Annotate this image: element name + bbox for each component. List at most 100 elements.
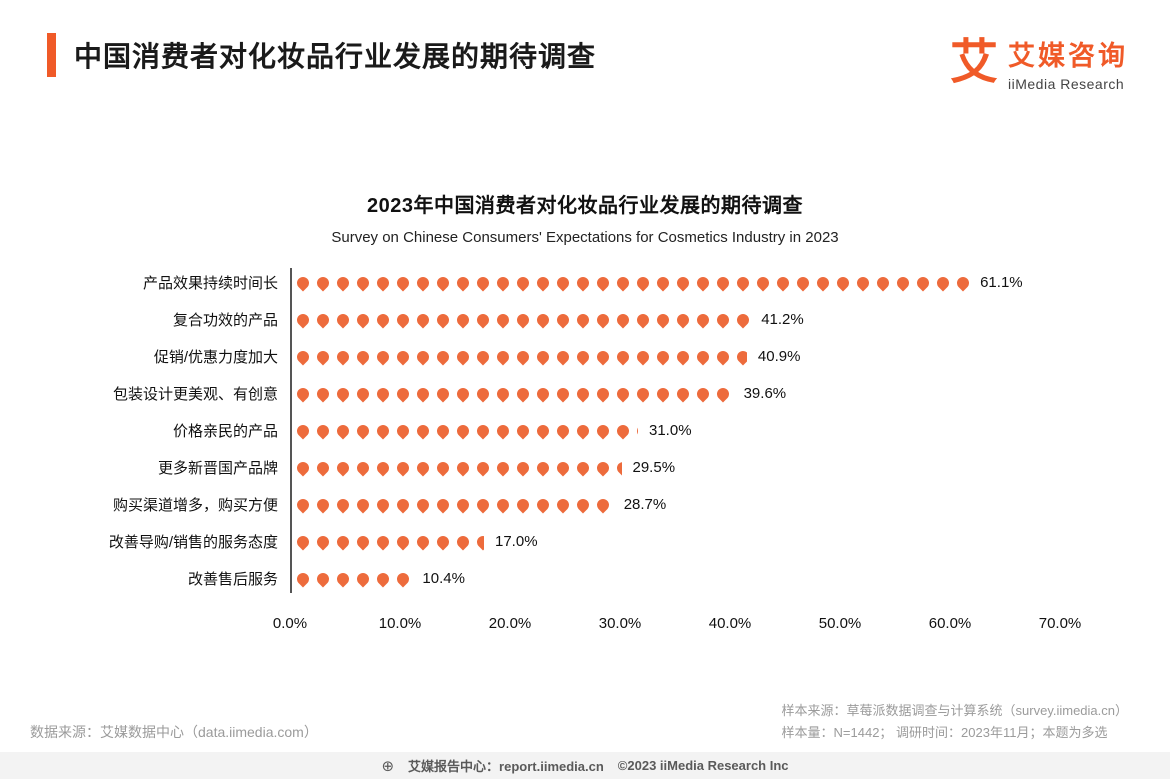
- pin-icon: [394, 348, 412, 365]
- pin-icon: [494, 422, 512, 439]
- x-axis-tick: 50.0%: [818, 615, 862, 632]
- category-label: 更多新晋国产品牌: [157, 460, 278, 477]
- pin-icon: [474, 459, 492, 476]
- pin-icon: [594, 385, 612, 402]
- category-label: 购买渠道增多，购买方便: [112, 497, 278, 514]
- pin-icon: [314, 459, 332, 476]
- value-label: 29.5%: [632, 459, 676, 476]
- x-axis-tick: 10.0%: [378, 615, 422, 632]
- pin-icon: [334, 496, 352, 513]
- pin-icon: [554, 496, 572, 513]
- pin-icon: [474, 496, 492, 513]
- pin-icon: [634, 348, 652, 365]
- pin-icon: [374, 274, 392, 291]
- pin-icon: [454, 348, 472, 365]
- iimedia-logo-icon: 艾: [949, 36, 998, 89]
- value-label: 41.2%: [761, 311, 804, 328]
- brand-text: 艾媒咨询 iiMedia Research: [1008, 34, 1128, 92]
- pin-icon: [454, 496, 472, 513]
- pin-icon: [534, 311, 552, 328]
- pin-icon: [374, 496, 392, 513]
- chart-row: 改善售后服务 10.4%: [50, 560, 1170, 597]
- pin-icon: [374, 570, 392, 587]
- pin-icon: [654, 348, 672, 365]
- pin-icon: [854, 274, 872, 291]
- pin-icon: [374, 533, 392, 550]
- pin-icon: [474, 311, 492, 328]
- pin-icon: [494, 496, 512, 513]
- pin-icon: [514, 422, 532, 439]
- pin-icon: [374, 385, 392, 402]
- page-header: 中国消费者对化妆品行业发展的期待调查: [0, 0, 1170, 77]
- pin-icon: [594, 496, 612, 513]
- pictogram-bar: [297, 274, 970, 292]
- pin-icon: [534, 459, 552, 476]
- pin-icon: [414, 422, 432, 439]
- pin-icon: [394, 459, 412, 476]
- pin-icon: [494, 459, 512, 476]
- pin-icon: [354, 496, 372, 513]
- pin-icon: [434, 274, 452, 291]
- chart-row: 复合功效的产品 41.2%: [50, 301, 1170, 338]
- pin-icon: [614, 274, 632, 291]
- pin-icon: [374, 422, 392, 439]
- pin-icon: [297, 385, 312, 402]
- pin-icon: [594, 274, 612, 291]
- pin-icon: [314, 274, 332, 291]
- category-label: 促销/优惠力度加大: [153, 349, 278, 366]
- pin-icon: [394, 422, 412, 439]
- pin-icon: [534, 422, 552, 439]
- pin-icon: [734, 348, 747, 365]
- pin-icon: [794, 274, 812, 291]
- pin-icon: [594, 459, 612, 476]
- pin-icon: [354, 570, 372, 587]
- pin-icon: [614, 422, 632, 439]
- chart-row: 更多新晋国产品牌 29.5%: [50, 449, 1170, 486]
- pin-icon: [534, 348, 552, 365]
- sample-source-note: 样本来源：草莓派数据调查与计算系统（survey.iimedia.cn）: [781, 702, 1128, 718]
- pictogram-bar: [297, 348, 747, 366]
- bar-area: 28.7%: [290, 496, 666, 514]
- pin-icon: [297, 348, 312, 365]
- pin-icon: [354, 311, 372, 328]
- pin-icon: [514, 274, 532, 291]
- pin-icon: [314, 570, 332, 587]
- pin-icon: [454, 422, 472, 439]
- pin-icon: [594, 422, 612, 439]
- pin-icon: [634, 274, 652, 291]
- pin-icon: [554, 311, 572, 328]
- page-title: 中国消费者对化妆品行业发展的期待调查: [74, 41, 597, 72]
- pin-icon: [494, 274, 512, 291]
- pin-icon: [354, 459, 372, 476]
- pin-icon: [354, 422, 372, 439]
- category-label: 产品效果持续时间长: [142, 275, 278, 292]
- pin-icon: [434, 533, 452, 550]
- pin-icon: [734, 274, 752, 291]
- pin-icon: [414, 533, 432, 550]
- pin-icon: [297, 533, 312, 550]
- pin-icon: [474, 533, 484, 550]
- pin-icon: [354, 274, 372, 291]
- x-axis: 0.0% 10.0% 20.0% 30.0% 40.0% 50.0% 60.0% 70.0%: [273, 615, 1170, 637]
- pin-icon: [474, 422, 492, 439]
- pin-icon: [314, 385, 332, 402]
- pin-icon: [554, 422, 572, 439]
- footer-report-center: 艾媒报告中心：report.iimedia.cn: [408, 759, 604, 774]
- pin-icon: [614, 311, 632, 328]
- value-label: 10.4%: [422, 570, 465, 587]
- category-label: 改善导购/销售的服务态度: [108, 534, 278, 551]
- pin-icon: [534, 496, 552, 513]
- value-label: 31.0%: [649, 422, 692, 439]
- bar-area: 10.4%: [290, 570, 465, 588]
- pin-icon: [874, 274, 892, 291]
- bar-area: 29.5%: [290, 459, 675, 477]
- pictogram-bar: [297, 496, 613, 514]
- pin-icon: [514, 459, 532, 476]
- pin-icon: [494, 348, 512, 365]
- pin-icon: [454, 274, 472, 291]
- pictogram-bar: [297, 311, 751, 329]
- pin-icon: [414, 459, 432, 476]
- pin-icon: [394, 570, 412, 587]
- category-label: 改善售后服务: [187, 571, 278, 588]
- bar-area: 40.9%: [290, 348, 800, 366]
